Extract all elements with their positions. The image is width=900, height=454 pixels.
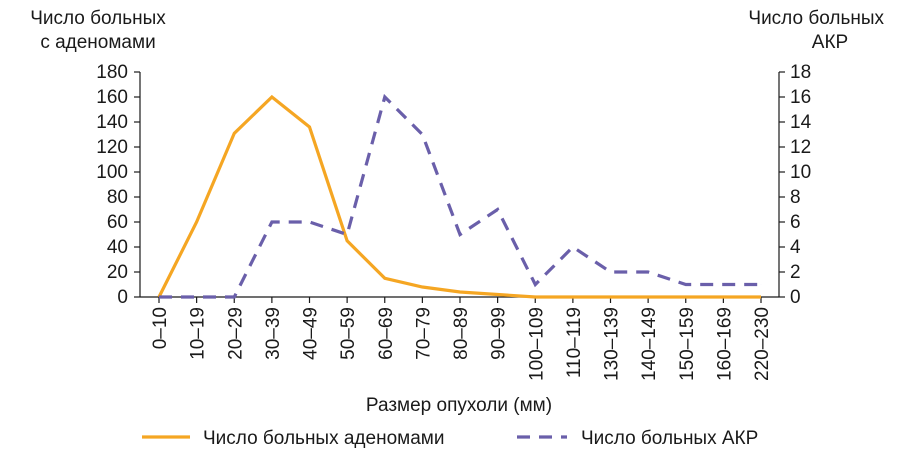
x-tick-label: 50–59 (338, 307, 359, 360)
x-tick-label: 150–159 (677, 307, 698, 381)
x-tick-label: 70–79 (413, 307, 434, 360)
right-y-tick-label: 6 (790, 212, 801, 233)
x-tick-label: 80–89 (451, 307, 472, 360)
left-y-tick-label: 0 (117, 287, 128, 308)
x-tick-label: 30–39 (263, 307, 284, 360)
left-y-tick-label: 140 (96, 112, 128, 133)
x-axis-title: Размер опухоли (мм) (366, 395, 552, 416)
plot-area: 0 20 40 60 80 100 120 140 160 180 0 2 4 6 8 10 12 14 16 18 0… (96, 62, 811, 381)
right-axis-title-line2: АКР (812, 32, 848, 53)
right-axis-title-line1: Число больных (748, 8, 884, 29)
left-y-tick-label: 20 (107, 262, 128, 283)
right-y-tick-label: 14 (790, 112, 812, 133)
right-y-tick-label: 8 (790, 187, 801, 208)
adenoma-series-line (157, 94, 761, 299)
legend: Число больных аденомами Число больных АК… (142, 428, 758, 449)
left-y-tick-label: 180 (96, 62, 128, 83)
x-tick-label: 110–119 (564, 307, 585, 378)
legend-label-adenoma: Число больных аденомами (203, 428, 444, 449)
left-y-tick-label: 60 (107, 212, 128, 233)
right-y-tick-label: 0 (790, 287, 801, 308)
legend-label-akr: Число больных АКР (581, 428, 758, 449)
x-tick-label: 20–29 (225, 307, 246, 360)
left-axis-title-line1: Число больных (30, 8, 166, 29)
right-y-tick-label: 10 (790, 162, 811, 183)
right-y-tick-label: 12 (790, 137, 811, 158)
x-tick-label: 90–99 (489, 307, 510, 360)
right-y-tick-label: 18 (790, 62, 811, 83)
x-tick-label: 140–149 (639, 307, 660, 381)
left-y-tick-label: 120 (96, 137, 128, 158)
right-y-tick-label: 16 (790, 87, 811, 108)
akr-series-line (159, 93, 761, 299)
left-axis-title-line2: с аденомами (40, 32, 155, 53)
x-tick-label: 40–49 (301, 307, 322, 360)
right-y-tick-label: 2 (790, 262, 801, 283)
left-y-tick-label: 80 (107, 187, 128, 208)
x-tick-label: 100–109 (526, 307, 547, 381)
x-tick-label: 10–19 (188, 307, 209, 360)
left-y-tick-label: 40 (107, 237, 128, 258)
left-y-tick-label: 160 (96, 87, 128, 108)
x-tick-label: 0–10 (150, 307, 171, 349)
x-tick-label: 60–69 (376, 307, 397, 360)
left-y-tick-label: 100 (96, 162, 128, 183)
x-tick-label: 220–230 (752, 307, 773, 381)
x-tick-label: 130–139 (602, 307, 623, 381)
right-y-tick-label: 4 (790, 237, 801, 258)
x-tick-label: 160–169 (714, 307, 735, 381)
